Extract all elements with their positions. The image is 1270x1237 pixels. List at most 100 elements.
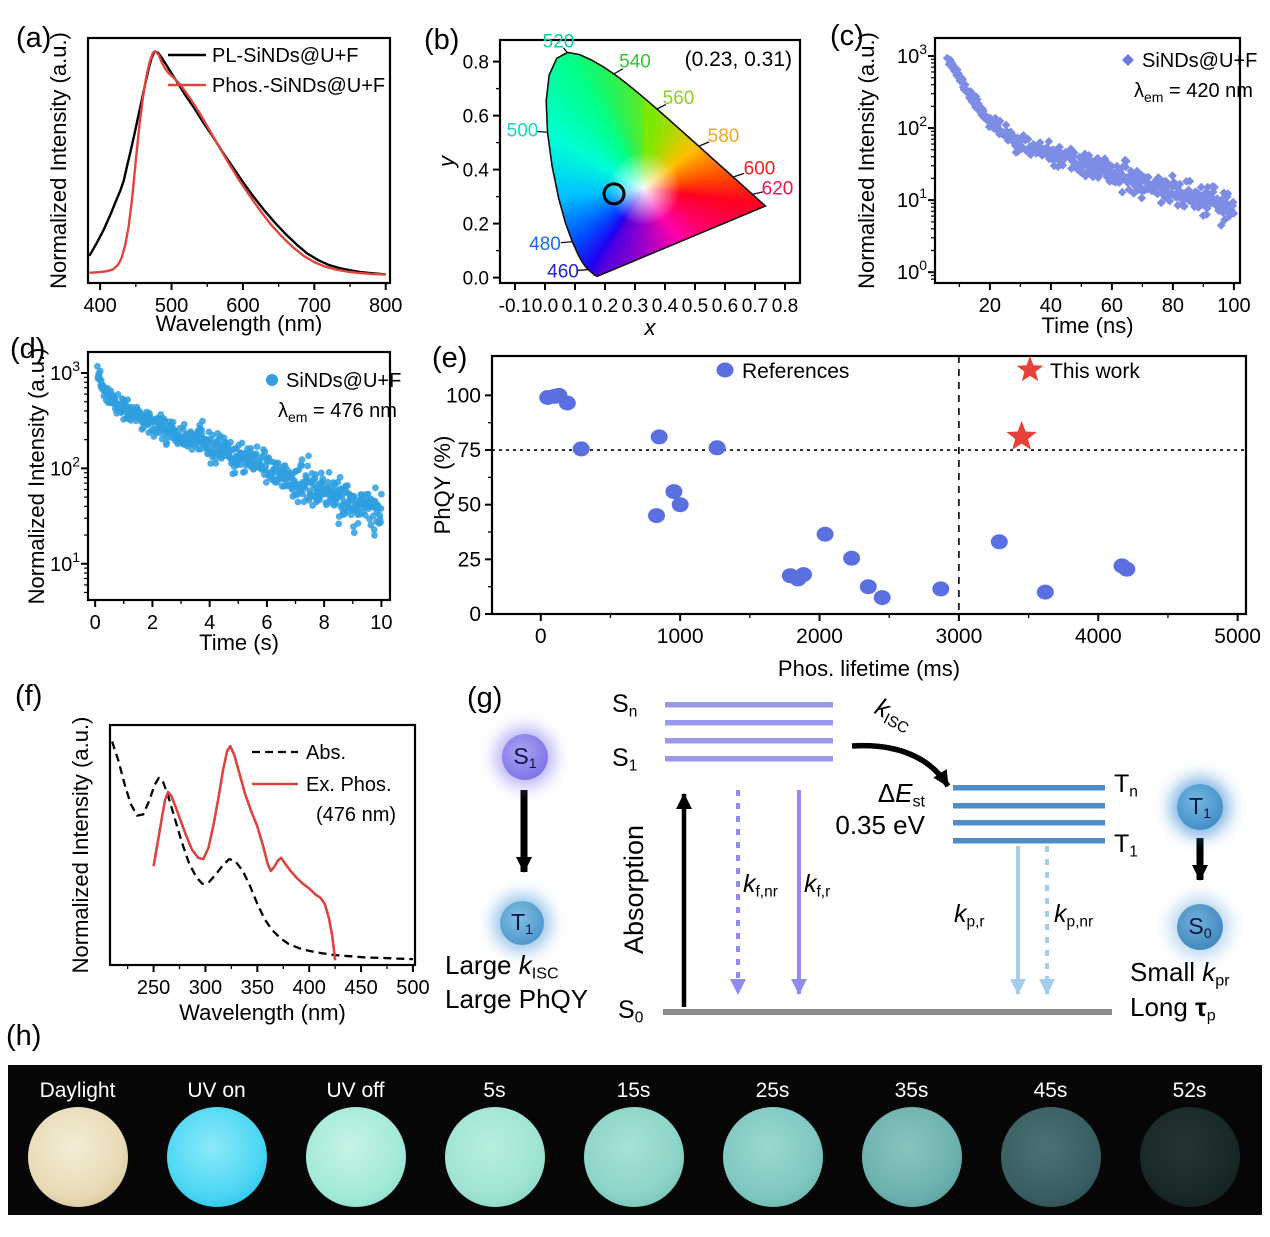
x-tick-label: 3000 <box>936 625 983 648</box>
fluorescence-decay-chart: 20 40 60 80 100 100 101 102 103 Time (ns) Normaliz… <box>854 32 1257 338</box>
plot-frame <box>86 36 392 285</box>
sample-circle <box>722 1107 823 1207</box>
legend: SiNDs@U+F λem = 476 nm <box>266 370 401 425</box>
x-tick-label: 700 <box>298 295 331 317</box>
x-tick-label: 400 <box>292 977 325 999</box>
references-points <box>539 387 1136 606</box>
kfr-label: kf,r <box>804 870 831 901</box>
x-tick-label: 80 <box>1162 295 1184 317</box>
jablonski-arrows <box>516 702 1208 1015</box>
scatter-points <box>942 53 1239 230</box>
x-tick-label: 6 <box>261 612 272 634</box>
s0-level-label: S0 <box>618 996 644 1027</box>
x-tick-label: 0.5 <box>682 296 708 317</box>
y-tick-label: 102 <box>897 113 927 140</box>
axes: 0 1000 2000 3000 4000 5000 0 25 50 75 100 Phos. lif… <box>430 384 1261 681</box>
wavelength-label: 580 <box>708 126 740 147</box>
x-tick-label: 40 <box>1040 295 1062 317</box>
photo-sample-35s: 35s <box>842 1065 981 1207</box>
legend-abs: Abs. <box>306 742 346 764</box>
long-tau-label: Long τp <box>1130 992 1216 1025</box>
sn-level-label: Sn <box>612 690 638 721</box>
y-axis-title: Normalized Intensity (a.u.) <box>854 32 879 289</box>
x-tick-label: 0.7 <box>742 296 768 317</box>
sample-circle <box>1139 1107 1240 1207</box>
y-tick-label: 0.8 <box>463 53 489 74</box>
photo-sample-uv-on: UV on <box>147 1065 286 1207</box>
plot-frame <box>933 36 1242 285</box>
pl-spectra-chart: 400 500 600 700 800 Wavelength (nm) Normalized… <box>46 32 402 336</box>
photo-label: UV on <box>187 1079 246 1102</box>
sample-circle <box>861 1107 962 1207</box>
legend-label: SiNDs@U+F <box>1142 50 1257 72</box>
x-tick-label: 4000 <box>1075 625 1122 648</box>
x-tick-label: 2000 <box>796 625 843 648</box>
abs-excitation-chart: 250 300 350 400 450 500 Wavelength (nm) Normali… <box>68 717 430 1025</box>
legend-references: References <box>742 360 849 383</box>
wavelength-label: 560 <box>663 88 695 109</box>
sample-circle <box>305 1107 406 1207</box>
x-tick-label: 2 <box>147 612 158 634</box>
cie-diagram-chart: -0.1 0.0 0.1 0.2 0.3 0.4 0.5 0.6 0.7 0.80.00.20.4… <box>434 31 802 340</box>
panel-e-phqy-comparison: 0 1000 2000 3000 4000 5000 0 25 50 75 100 Phos. lif… <box>430 332 1270 692</box>
panel-letter-d: (d) <box>10 333 46 365</box>
y-axis-title: Normalized Intensity (a.u.) <box>24 348 49 605</box>
y-tick-label: 103 <box>50 358 80 385</box>
panel-letter-b: (b) <box>424 24 460 56</box>
y-tick-label: 101 <box>50 549 80 576</box>
y-tick-label: 103 <box>897 41 927 68</box>
x-tick-label: 1000 <box>657 625 704 648</box>
x-axis-title: Wavelength (nm) <box>156 311 323 336</box>
t1-state-circle-right: T1 <box>1177 784 1223 830</box>
sample-circle <box>583 1107 684 1207</box>
t1-state-circle-left: T1 <box>500 901 544 945</box>
legend: PL-SiNDs@U+F Phos.-SiNDs@U+F <box>168 45 385 97</box>
x-tick-label: 100 <box>1217 295 1250 317</box>
photo-sample-52s: 52s <box>1120 1065 1259 1207</box>
photo-sample-45s: 45s <box>981 1065 1120 1207</box>
panel-letter-c: (c) <box>830 20 864 52</box>
legend-sublabel: λem = 476 nm <box>278 400 397 425</box>
this-work-star <box>1006 420 1037 450</box>
y-tick-label: 0 <box>469 603 481 626</box>
panel-g-jablonski-diagram: S1 T1 Large kISC Large PhQY Sn S1 S0 Abs… <box>440 662 1270 1040</box>
kpr-label: kp,r <box>954 900 985 931</box>
plot-frame <box>86 350 392 602</box>
panel-c-fluorescence-decay: 20 40 60 80 100 100 101 102 103 Time (ns) Normaliz… <box>830 0 1270 340</box>
tn-level-label: Tn <box>1114 770 1138 801</box>
legend-label: Phos.-SiNDs@U+F <box>212 75 385 97</box>
x-axis-title: Time (s) <box>199 630 279 655</box>
axes: -0.1 0.0 0.1 0.2 0.3 0.4 0.5 0.6 0.7 0.80.00.20.4… <box>434 53 798 340</box>
x-tick-label: 0.1 <box>562 296 588 317</box>
legend-ex-phos: Ex. Phos. <box>306 774 392 796</box>
small-kpr-label: Small kpr <box>1130 957 1230 990</box>
y-tick-label: 100 <box>446 384 481 407</box>
x-tick-label: 300 <box>189 977 222 999</box>
x-tick-label: 0 <box>535 625 547 648</box>
y-axis-title: PhQY (%) <box>430 436 455 535</box>
y-tick-label: 50 <box>458 494 481 517</box>
panel-letter-e: (e) <box>432 342 468 374</box>
panel-a-pl-spectra: 400 500 600 700 800 Wavelength (nm) Normalized… <box>0 0 420 340</box>
photo-sample-uv-off: UV off <box>286 1065 425 1207</box>
x-tick-label: 350 <box>241 977 274 999</box>
y-tick-label: 75 <box>458 439 481 462</box>
jablonski-graphics <box>516 702 1208 1015</box>
legend: Abs. Ex. Phos. (476 nm) <box>252 742 396 826</box>
x-tick-label: 600 <box>226 295 259 317</box>
cie-coordinate-marker <box>602 182 626 206</box>
panel-letter-h: (h) <box>6 1020 42 1052</box>
axes: 250 300 350 400 450 500 Wavelength (nm) Normali… <box>68 717 430 1025</box>
legend-label: PL-SiNDs@U+F <box>212 45 358 67</box>
legend: References This work <box>716 356 1140 383</box>
x-axis-title: Wavelength (nm) <box>179 1000 346 1025</box>
series-line <box>111 741 413 961</box>
kisc-curved-arrow <box>851 742 951 788</box>
x-axis-title: Time (ns) <box>1041 313 1133 338</box>
x-tick-label: 450 <box>344 977 377 999</box>
plot-frame <box>490 354 1248 616</box>
y-axis-title: Normalized Intensity (a.u.) <box>46 32 71 289</box>
y-tick-label: 102 <box>50 453 80 480</box>
x-tick-label: 0.8 <box>772 296 798 317</box>
